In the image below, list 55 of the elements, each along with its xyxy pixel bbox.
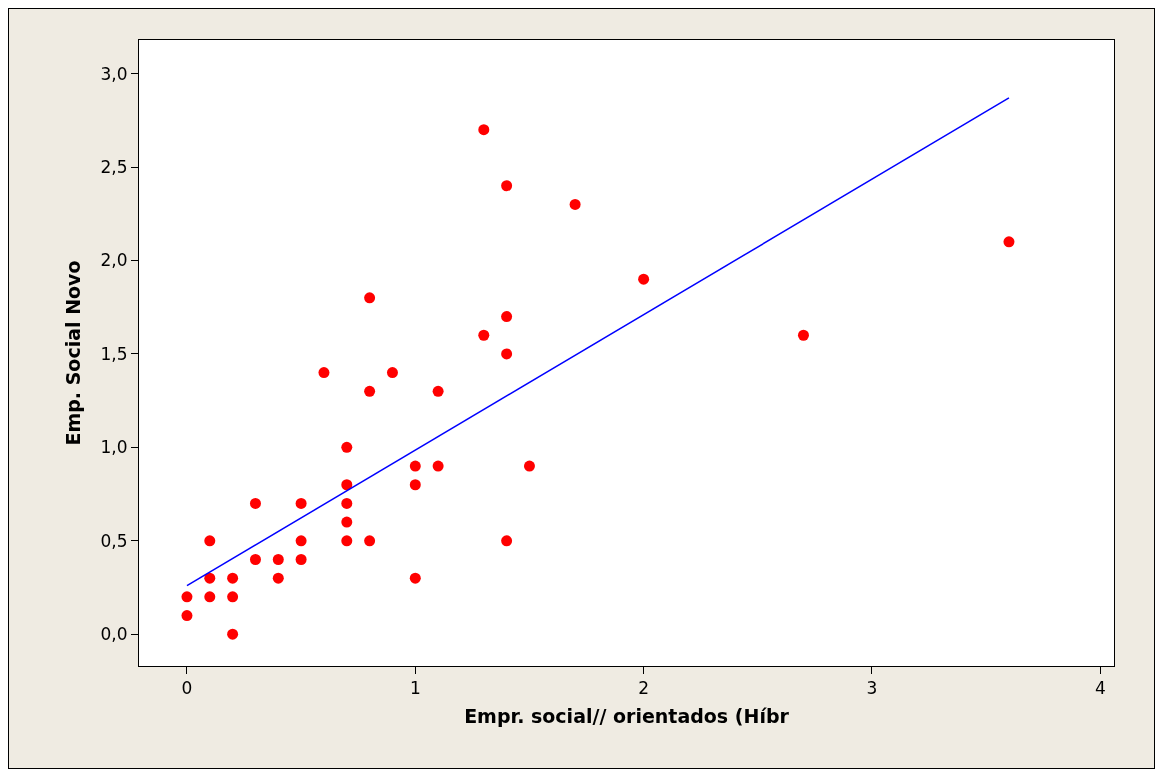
y-tick-label: 2,0 bbox=[100, 250, 128, 271]
y-tick-label: 3,0 bbox=[100, 63, 128, 84]
point bbox=[204, 535, 216, 547]
point bbox=[432, 460, 444, 472]
point bbox=[364, 385, 376, 397]
y-tick-label: 1,0 bbox=[100, 437, 128, 458]
point bbox=[341, 479, 353, 491]
point bbox=[409, 479, 421, 491]
point bbox=[797, 329, 809, 341]
point bbox=[386, 367, 398, 379]
x-tick-label: 2 bbox=[638, 678, 650, 699]
point bbox=[569, 198, 581, 210]
x-tick-label: 1 bbox=[409, 678, 421, 699]
point bbox=[227, 628, 239, 640]
point bbox=[181, 610, 193, 622]
y-tick-label: 2,5 bbox=[100, 157, 128, 178]
point bbox=[227, 591, 239, 603]
x-axis-title: Empr. social// orientados (Híbr bbox=[464, 705, 790, 728]
point bbox=[272, 572, 284, 584]
point bbox=[318, 367, 330, 379]
point bbox=[638, 273, 650, 285]
point bbox=[341, 441, 353, 453]
point bbox=[249, 553, 261, 565]
point bbox=[364, 292, 376, 304]
point bbox=[501, 348, 513, 360]
point bbox=[249, 497, 261, 509]
x-tick-label: 0 bbox=[181, 678, 193, 699]
point bbox=[501, 535, 513, 547]
point bbox=[501, 180, 513, 192]
point bbox=[364, 535, 376, 547]
point bbox=[272, 553, 284, 565]
point bbox=[204, 572, 216, 584]
y-axis-title: Emp. Social Novo bbox=[62, 260, 85, 446]
point bbox=[295, 497, 307, 509]
point bbox=[295, 553, 307, 565]
x-tick-label: 4 bbox=[1094, 678, 1106, 699]
y-tick-label: 1,5 bbox=[100, 343, 128, 364]
point bbox=[181, 591, 193, 603]
point bbox=[432, 385, 444, 397]
point bbox=[501, 311, 513, 323]
point bbox=[523, 460, 535, 472]
point bbox=[478, 124, 490, 136]
point bbox=[409, 572, 421, 584]
point bbox=[227, 572, 239, 584]
point bbox=[341, 497, 353, 509]
point bbox=[478, 329, 490, 341]
point bbox=[409, 460, 421, 472]
y-tick-label: 0,0 bbox=[100, 624, 128, 645]
x-tick-label: 3 bbox=[866, 678, 878, 699]
point bbox=[341, 516, 353, 528]
point bbox=[341, 535, 353, 547]
point bbox=[295, 535, 307, 547]
point bbox=[1003, 236, 1015, 248]
y-tick-label: 0,5 bbox=[100, 530, 128, 551]
point bbox=[204, 591, 216, 603]
